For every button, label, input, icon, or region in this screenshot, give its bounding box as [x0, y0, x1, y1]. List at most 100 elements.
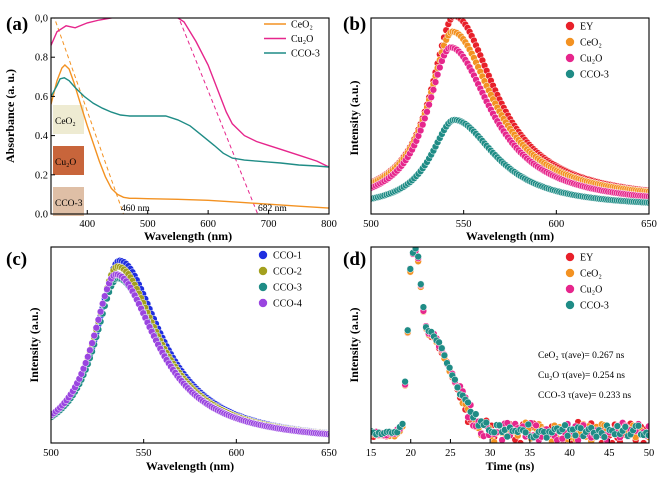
legend-c: CCO-1 CCO-2 CCO-3 CCO-4: [258, 250, 302, 310]
data-point: [472, 410, 480, 418]
annotation-cu2o-lifetime: Cu₂O τ(ave)= 0.254 ns: [538, 370, 625, 381]
data-point: [86, 346, 94, 354]
legend-marker-ey: [565, 21, 575, 31]
data-point: [516, 439, 525, 443]
data-point: [44, 414, 51, 421]
legend-label-ey: EY: [580, 253, 593, 264]
data-point: [90, 331, 98, 340]
series-cco-3: [364, 116, 649, 207]
x-axis-title-c: Wavelength (nm): [146, 459, 234, 473]
data-point: [429, 86, 438, 94]
data-point: [613, 422, 622, 430]
annotation-ceo2-lifetime: CeO₂ τ(ave)= 0.267 ns: [538, 350, 625, 361]
series-ey: [371, 247, 649, 443]
y-axis-title-b: Intensity (a.u.): [347, 80, 361, 155]
inset-label-cu2o: Cu₂O: [55, 158, 76, 168]
x-tick-label: 25: [445, 448, 456, 459]
legend-marker-ey: [565, 252, 575, 262]
x-tick-label: 600: [200, 219, 216, 230]
x-tick-label: 45: [604, 448, 615, 459]
inset-boxes: CeO₂ Cu₂O CCO-3: [53, 105, 84, 216]
legend-label-cco-3: CCO-3: [273, 283, 302, 294]
data-point: [445, 364, 454, 372]
inset-label-cco3: CCO-3: [55, 199, 83, 209]
data-point: [414, 252, 422, 261]
data-point: [421, 114, 429, 123]
x-tick-label: 650: [641, 219, 657, 230]
plot-area-b: [364, 18, 649, 207]
data-point: [532, 421, 540, 430]
data-point: [440, 351, 449, 360]
inset-box-cu2o: [53, 146, 84, 175]
annotation-460nm: 460 nm: [121, 204, 150, 214]
data-point: [621, 423, 629, 431]
data-point: [464, 398, 472, 407]
plot-area-a: [51, 18, 329, 214]
legend-a: CeO₂ Cu₂O CCO-3: [264, 20, 320, 60]
axes-b: 500 550 600 650: [363, 210, 657, 230]
axes-a: 400 500 600 700 800 0.0 0.2 0.4 0.6 0.8 0,0: [35, 14, 337, 231]
data-point: [427, 93, 435, 101]
data-point: [398, 420, 407, 428]
x-axis-title-b: Wavelength (nm): [466, 229, 554, 243]
legend-marker-cco-2: [258, 266, 268, 276]
series-line-ceo2: [51, 64, 329, 209]
data-point: [88, 339, 96, 347]
data-point: [639, 439, 648, 443]
data-point: [634, 422, 643, 430]
x-tick-label: 40: [564, 448, 575, 459]
y-tick-label: 0,0: [35, 14, 48, 25]
data-point: [44, 415, 51, 422]
data-point: [435, 338, 443, 346]
data-point: [364, 181, 371, 188]
legend-marker-cu2o: [565, 284, 575, 294]
legend-marker-ceo2: [565, 268, 575, 278]
panel-b: 500 550 600 650 Wavelength (nm) Intensity (…: [343, 14, 657, 243]
x-axis-title-a: Wavelength (nm): [144, 229, 232, 243]
inset-box-ceo2: [53, 105, 84, 134]
annotation-cco3-lifetime: CCO-3 τ(ave)= 0.233 ns: [538, 390, 631, 401]
data-point: [495, 421, 504, 429]
data-point: [425, 101, 433, 109]
x-tick-label: 35: [525, 448, 536, 459]
plot-frame-c: [50, 246, 330, 444]
tangent-line-1: [178, 18, 259, 214]
axes-c: 500 550 600 650: [43, 439, 337, 459]
legend-label-cco-3: CCO-3: [580, 301, 609, 312]
legend-label-cu2o: Cu₂O: [580, 285, 602, 296]
series-cu2o: [371, 43, 649, 201]
legend-label-cu2o: Cu₂O: [580, 54, 602, 65]
data-point: [327, 431, 329, 438]
data-point: [92, 324, 100, 332]
data-point: [482, 418, 490, 427]
y-tick-label: 0.4: [35, 131, 49, 142]
x-tick-label: 800: [321, 219, 337, 230]
y-axis-title-c: Intensity (a.u.): [27, 307, 41, 382]
data-point: [592, 433, 601, 441]
data-point: [561, 421, 569, 429]
data-point: [44, 416, 51, 423]
data-point: [417, 280, 425, 288]
panel-d: 15 20 25 30 35 40 45 50 Time (ns) Intensity (a.…: [343, 246, 654, 473]
legend-label-ceo2: CeO₂: [291, 20, 313, 31]
x-tick-label: 500: [140, 219, 156, 230]
data-point: [364, 196, 371, 203]
legend-label-cu2o: Cu₂O: [291, 34, 313, 45]
y-tick-label: 0.8: [35, 53, 48, 64]
data-point: [571, 431, 580, 440]
axes-d: 15 20 25 30 35 40 45 50: [366, 439, 654, 459]
legend-label-cco-4: CCO-4: [273, 299, 302, 310]
data-point: [44, 414, 51, 421]
series-line-cu2o: [51, 18, 329, 168]
x-tick-label: 500: [43, 448, 59, 459]
legend-label-cco-3: CCO-3: [291, 49, 320, 60]
plot-area-d: [371, 247, 649, 443]
data-point: [84, 353, 92, 361]
data-point: [419, 303, 428, 311]
data-point: [101, 292, 109, 300]
data-point: [99, 300, 107, 308]
y-axis-title-a: Absorbance (a. u.): [3, 69, 17, 163]
panel-a: CeO₂ Cu₂O CCO-3 400 500 600 700 800 0.0 0.2 0.4…: [3, 14, 337, 244]
data-point: [364, 182, 371, 189]
x-tick-label: 650: [321, 448, 337, 459]
